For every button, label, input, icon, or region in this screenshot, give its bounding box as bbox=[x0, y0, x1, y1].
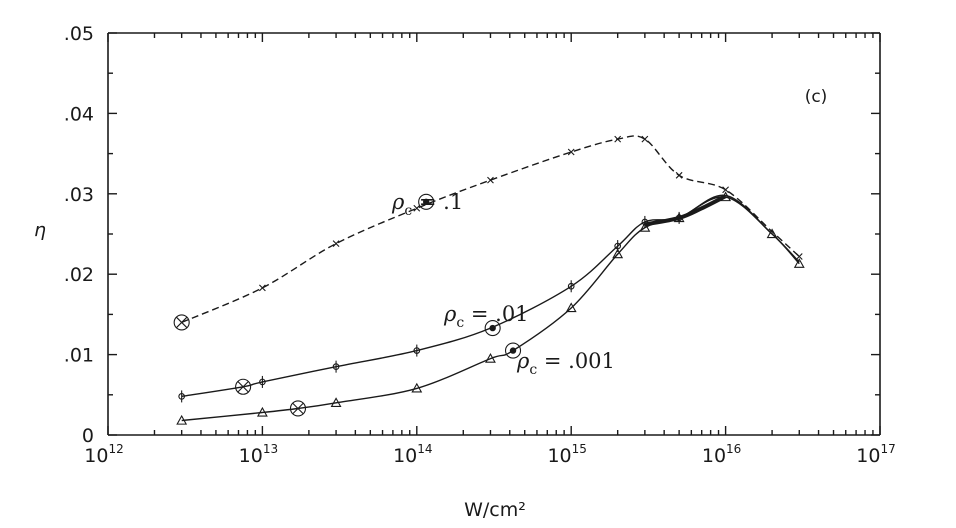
series-1-marker-circle-dot bbox=[484, 320, 501, 337]
series-2-marker-triangle bbox=[330, 397, 342, 407]
series-2-marker-triangle bbox=[720, 191, 732, 202]
y-tick-label: .04 bbox=[64, 103, 94, 125]
series-2-marker-triangle bbox=[176, 414, 188, 425]
axes bbox=[107, 32, 881, 436]
series-0-marker-x bbox=[567, 148, 575, 156]
series-1-marker-o bbox=[259, 375, 266, 388]
series-2-marker-circle-x bbox=[289, 400, 307, 417]
series-lines bbox=[181, 135, 800, 422]
overlap-segment bbox=[644, 194, 727, 227]
panel-label: (c) bbox=[805, 87, 828, 107]
x-tick-base: 10 bbox=[856, 445, 880, 467]
series-0-marker-x bbox=[487, 176, 494, 184]
series-label-0: ρc = .1 bbox=[391, 190, 463, 219]
x-tick-base: 10 bbox=[239, 445, 263, 467]
x-tick-exponent: 17 bbox=[880, 442, 895, 456]
x-tick-base: 10 bbox=[547, 445, 571, 467]
markers bbox=[173, 135, 805, 425]
series-1-marker-circle-x bbox=[235, 378, 252, 395]
x-tick-label: 1015 bbox=[547, 442, 586, 467]
x-tick-exponent: 16 bbox=[726, 442, 741, 456]
series-2-marker-triangle bbox=[673, 212, 685, 223]
series-2-marker-triangle bbox=[639, 221, 651, 232]
x-tick-exponent: 15 bbox=[572, 442, 587, 456]
y-tick-label: 0 bbox=[82, 425, 94, 447]
series-line-1 bbox=[181, 194, 800, 398]
x-tick-base: 10 bbox=[702, 445, 726, 467]
series-0-marker-circle-x bbox=[173, 314, 190, 331]
ticks bbox=[107, 32, 881, 436]
x-tick-label: 1014 bbox=[393, 442, 432, 467]
y-tick-label: .05 bbox=[64, 23, 94, 45]
x-tick-exponent: 13 bbox=[263, 442, 278, 456]
series-2-marker-triangle bbox=[612, 248, 624, 259]
x-tick-label: 1012 bbox=[84, 442, 123, 467]
series-label-rho: ρ bbox=[391, 190, 405, 214]
series-label-1: ρc = .01 bbox=[443, 302, 529, 331]
series-1-marker-o bbox=[567, 280, 575, 293]
series-2-marker-triangle bbox=[411, 382, 423, 393]
y-tick-label: .02 bbox=[64, 264, 94, 286]
series-label-rho: ρ bbox=[516, 349, 530, 373]
y-axis-title: η bbox=[34, 219, 46, 241]
x-tick-label: 1017 bbox=[856, 442, 895, 467]
series-1-marker-o bbox=[413, 344, 421, 357]
series-2-marker-triangle bbox=[766, 228, 778, 239]
x-tick-exponent: 12 bbox=[108, 442, 123, 456]
series-label-2: ρc = .001 bbox=[516, 349, 615, 378]
x-tick-label: 1013 bbox=[239, 442, 278, 467]
series-1-marker-o bbox=[332, 360, 340, 373]
series-line-0 bbox=[181, 135, 800, 324]
series-label-value: = .1 bbox=[412, 190, 463, 214]
series-2-marker-triangle bbox=[793, 258, 805, 268]
series-label-value: = .01 bbox=[464, 302, 528, 326]
series-label-value: = .001 bbox=[537, 349, 615, 373]
series-1-marker-o bbox=[178, 390, 186, 403]
series-0-marker-x bbox=[641, 135, 649, 143]
series-0-marker-circle-dot bbox=[418, 193, 435, 210]
series-label-rho: ρ bbox=[443, 302, 457, 326]
series-2-marker-triangle bbox=[256, 406, 268, 417]
series-0-marker-x bbox=[722, 186, 729, 194]
x-tick-exponent: 14 bbox=[417, 442, 432, 456]
x-axis-title: W/cm² bbox=[464, 499, 526, 521]
series-label-sub: c bbox=[529, 362, 537, 378]
series-0-marker-x bbox=[795, 253, 803, 260]
series-0-marker-x bbox=[413, 204, 421, 212]
series-label-sub: c bbox=[456, 315, 464, 331]
series-0-marker-x bbox=[259, 284, 266, 292]
series-label-sub: c bbox=[404, 203, 412, 219]
x-tick-base: 10 bbox=[84, 445, 108, 467]
series-0-marker-x bbox=[332, 240, 340, 248]
series-2-marker-triangle bbox=[565, 302, 577, 313]
y-tick-label: .03 bbox=[64, 184, 94, 206]
series-0-marker-x bbox=[675, 171, 683, 179]
x-tick-base: 10 bbox=[393, 445, 417, 467]
x-tick-label: 1016 bbox=[702, 442, 741, 467]
series-2-marker-circle-dot bbox=[504, 342, 522, 359]
series-0-marker-x bbox=[614, 135, 622, 143]
series-2-marker-triangle bbox=[485, 352, 496, 363]
y-tick-label: .01 bbox=[64, 345, 94, 367]
